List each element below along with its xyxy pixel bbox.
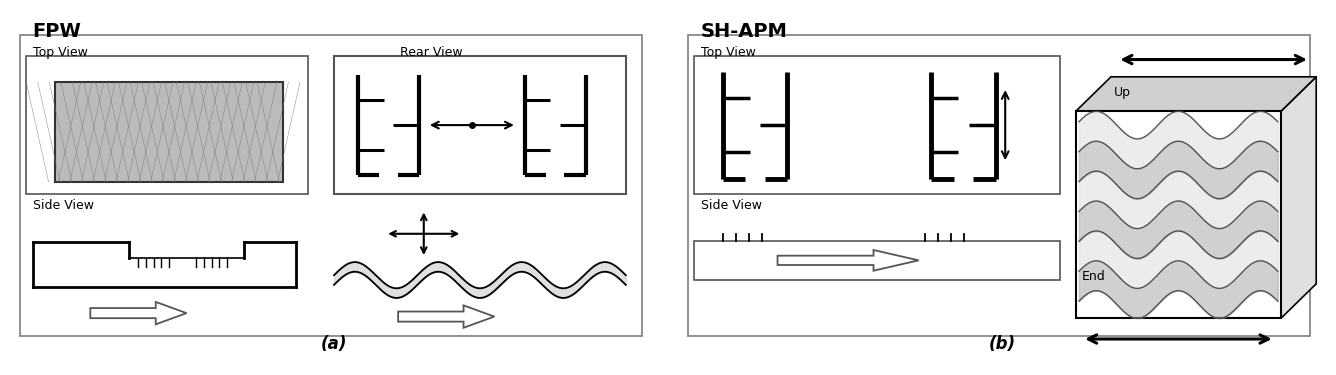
Text: Top View: Top View [32, 46, 87, 59]
Bar [55, 82, 283, 182]
Text: End: End [1082, 270, 1106, 284]
Text: Top View: Top View [700, 46, 755, 59]
Bar [1075, 111, 1281, 318]
Text: (a): (a) [321, 335, 347, 353]
Polygon shape [91, 302, 187, 324]
Polygon shape [1075, 77, 1316, 111]
Polygon shape [778, 250, 919, 271]
Bar [20, 35, 641, 336]
Polygon shape [398, 305, 494, 328]
Text: (b): (b) [989, 335, 1015, 353]
Text: Side View: Side View [700, 199, 762, 212]
Bar [334, 56, 625, 194]
Bar [688, 35, 1309, 336]
Bar [695, 56, 1059, 194]
Polygon shape [1281, 77, 1316, 318]
Bar [27, 56, 309, 194]
Text: FPW: FPW [32, 22, 81, 40]
Bar [695, 241, 1059, 280]
Text: Rear View: Rear View [399, 46, 462, 59]
Text: Up: Up [1114, 86, 1132, 99]
Text: SH-APM: SH-APM [700, 22, 787, 40]
Text: Side View: Side View [32, 199, 94, 212]
